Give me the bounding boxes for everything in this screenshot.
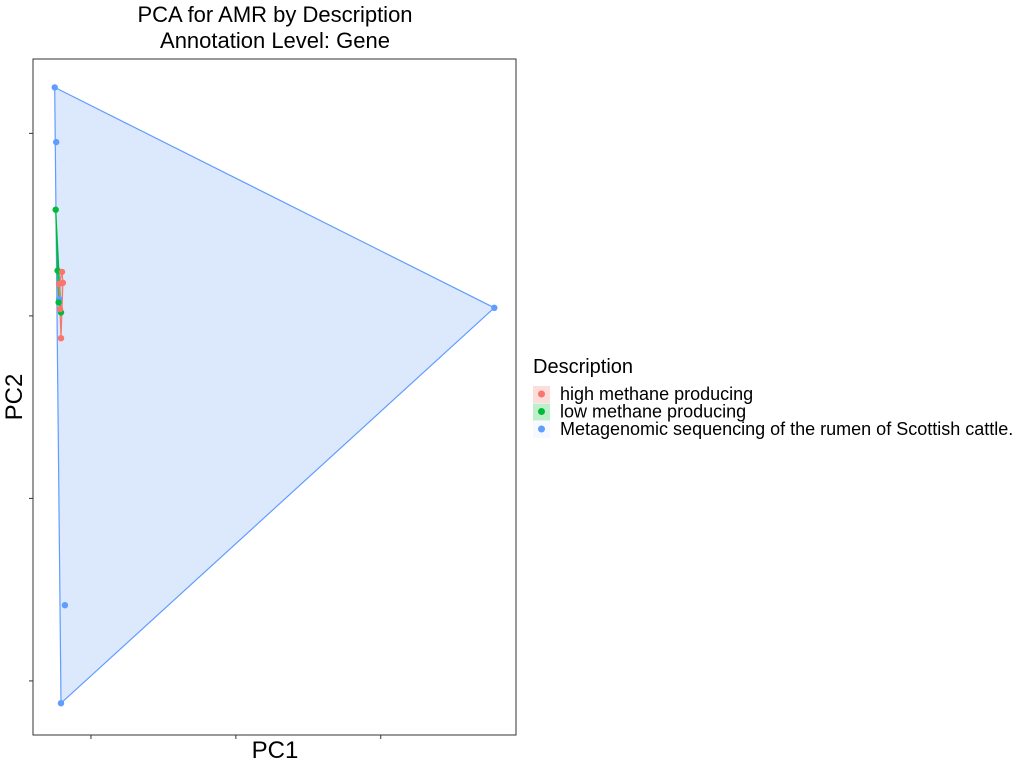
legend-label-0: high methane producing [560, 384, 753, 404]
legend-key-2 [538, 425, 545, 433]
legend-key-1 [538, 408, 545, 415]
axis-ticks [29, 132, 382, 739]
plot-panel-border [32, 58, 517, 736]
data-point-s1-3 [55, 299, 62, 306]
x-axis-label: PC1 [252, 737, 299, 764]
data-point-s2-0 [51, 84, 58, 91]
data-point-s2-4 [57, 700, 65, 707]
data-point-s2-2 [491, 304, 498, 311]
chart-title: PCA for AMR by Description [137, 2, 412, 27]
data-point-s2-1 [53, 138, 60, 146]
data-point-s1-0 [52, 206, 59, 213]
y-axis-label: PC2 [1, 374, 28, 421]
data-point-s0-2 [55, 280, 63, 288]
data-point-s0-3 [56, 305, 64, 313]
data-point-s0-4 [57, 335, 65, 342]
legend-key-0 [538, 390, 545, 398]
hull-series-2 [54, 86, 496, 705]
data-point-s2-3 [61, 602, 69, 609]
legend-label-2: Metagenomic sequencing of the rumen of S… [560, 419, 1013, 439]
legend-title: Description [533, 356, 633, 378]
plot-area [51, 84, 498, 707]
legend-label-1: low methane producing [560, 402, 746, 422]
data-point-s0-0 [58, 268, 66, 276]
chart-subtitle: Annotation Level: Gene [160, 28, 390, 53]
